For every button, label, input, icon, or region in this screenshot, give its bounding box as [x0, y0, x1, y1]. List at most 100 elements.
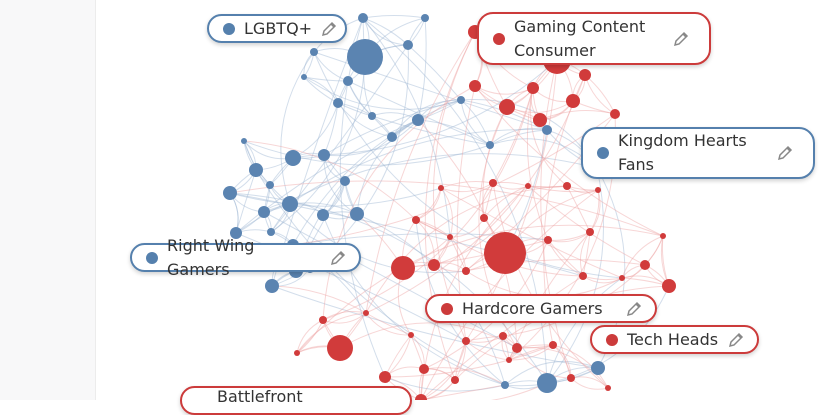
edge	[420, 340, 467, 400]
edge	[313, 51, 349, 82]
node	[501, 381, 509, 389]
edge	[229, 192, 584, 277]
node	[294, 350, 300, 356]
node	[525, 183, 531, 189]
network-graph	[223, 13, 676, 400]
edge	[235, 169, 257, 234]
node	[542, 125, 552, 135]
edge	[292, 113, 616, 246]
node	[343, 76, 353, 86]
node	[319, 316, 327, 324]
edge	[362, 17, 548, 384]
node	[537, 373, 557, 393]
edge	[384, 334, 412, 378]
edge	[417, 119, 491, 146]
node	[412, 114, 424, 126]
segment-name: Tech Heads	[627, 329, 719, 349]
node	[387, 132, 397, 142]
edge	[362, 14, 426, 19]
edit-button[interactable]	[776, 144, 794, 162]
edge	[423, 367, 506, 386]
edge	[243, 140, 491, 166]
node	[241, 138, 247, 144]
node	[318, 149, 330, 161]
node	[527, 82, 539, 94]
edge	[552, 344, 609, 389]
edge	[539, 110, 616, 121]
edge	[337, 102, 393, 138]
segment-name: Right Wing Gamers	[167, 235, 255, 279]
node	[457, 96, 465, 104]
node	[489, 179, 497, 187]
node	[469, 80, 481, 92]
edge	[440, 187, 623, 279]
node	[285, 150, 301, 166]
edge	[489, 127, 548, 146]
edit-button[interactable]	[625, 300, 643, 318]
edge	[296, 312, 367, 354]
edge	[323, 154, 358, 215]
node	[549, 341, 557, 349]
edge	[235, 119, 419, 234]
node	[379, 371, 391, 383]
edge	[323, 119, 419, 157]
edge	[465, 340, 510, 361]
edge	[296, 224, 664, 354]
edge	[255, 169, 506, 386]
node	[438, 185, 444, 191]
edge	[407, 44, 462, 101]
node	[350, 207, 364, 221]
node	[591, 361, 605, 375]
node	[451, 376, 459, 384]
node	[282, 196, 298, 212]
node	[301, 74, 307, 80]
edit-button[interactable]	[329, 249, 347, 267]
edge	[504, 360, 599, 386]
node	[579, 272, 587, 280]
edge	[365, 312, 412, 336]
edge	[235, 153, 598, 234]
edge	[339, 322, 518, 349]
segment-label: Battlefront	[180, 386, 412, 415]
edge	[584, 74, 616, 115]
edge	[460, 99, 491, 146]
segment-dot	[493, 32, 505, 45]
node	[415, 394, 427, 400]
node	[619, 275, 625, 281]
edge	[527, 185, 646, 266]
node	[327, 335, 353, 361]
edge	[263, 211, 518, 349]
node	[462, 267, 470, 275]
segment-dot	[441, 302, 453, 315]
edge	[322, 311, 367, 321]
edge	[365, 185, 568, 314]
edge	[420, 189, 599, 400]
segment-label: Tech Heads	[590, 325, 759, 354]
node	[412, 216, 420, 224]
edge	[289, 129, 548, 205]
node	[363, 310, 369, 316]
edge	[292, 102, 339, 159]
edge	[371, 115, 491, 146]
edge	[460, 99, 491, 146]
node	[567, 374, 575, 382]
edge	[546, 167, 605, 384]
edge	[465, 259, 646, 272]
edit-button[interactable]	[727, 331, 745, 349]
edge	[271, 285, 599, 369]
node	[223, 186, 237, 200]
edit-button[interactable]	[672, 30, 690, 48]
node	[544, 236, 552, 244]
node	[403, 40, 413, 50]
segment-dot	[146, 251, 158, 264]
node	[428, 259, 440, 271]
segment-name: Gaming Content Consumer	[514, 16, 646, 60]
node	[258, 206, 270, 218]
node	[595, 187, 601, 193]
edge	[566, 185, 591, 233]
node	[340, 176, 350, 186]
edit-button[interactable]	[320, 20, 338, 38]
edge	[402, 239, 549, 269]
edge	[303, 76, 462, 110]
node	[605, 385, 611, 391]
